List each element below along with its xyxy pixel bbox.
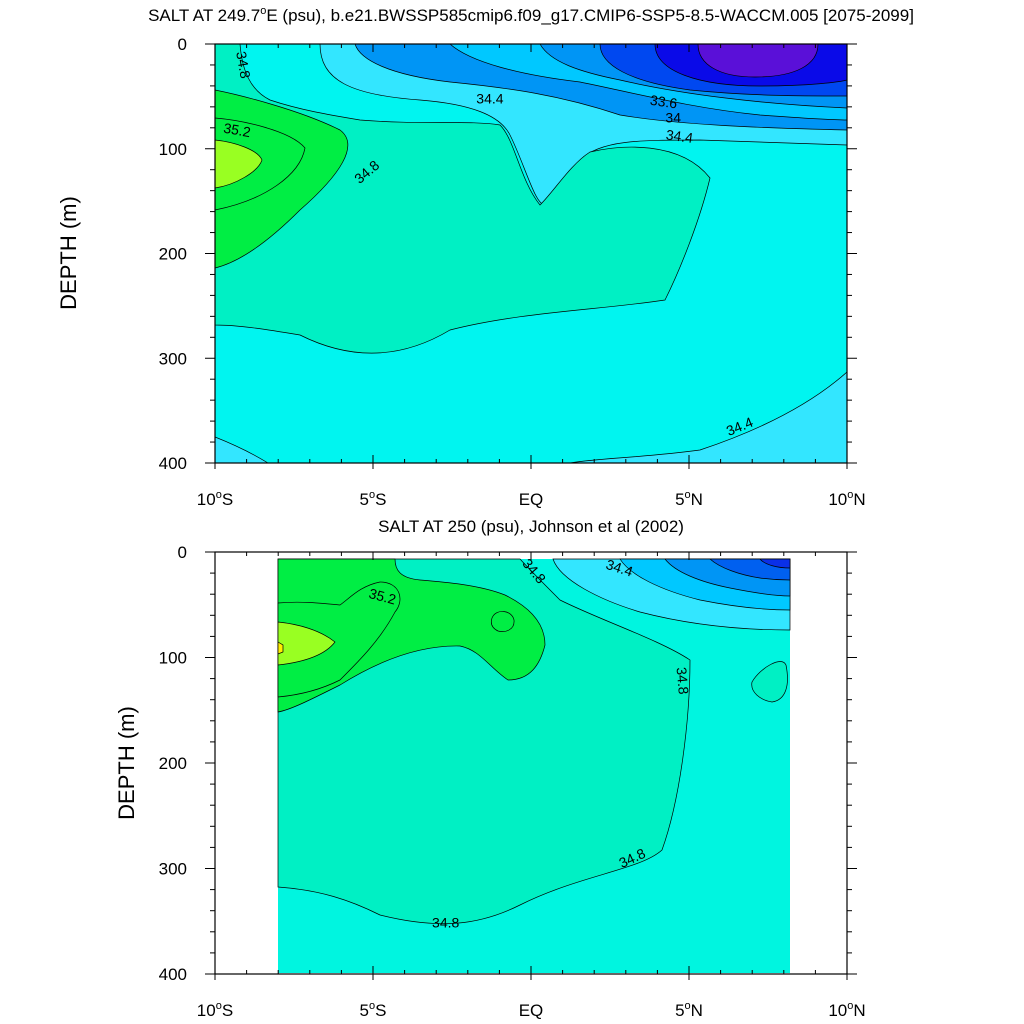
y-tick-label: 0	[178, 35, 187, 54]
contour-label: 34	[665, 109, 681, 125]
y-tick-label: 300	[159, 860, 187, 879]
contour-label: 34.8	[233, 50, 254, 80]
panel-2: SALT AT 250 (psu), Johnson et al (2002)	[114, 517, 866, 1020]
panel-1: SALT AT 249.7oE (psu), b.e21.BWSSP585cmi…	[56, 5, 914, 509]
x-tick-label: 5oS	[360, 1000, 387, 1020]
y-tick-label: 400	[159, 965, 187, 984]
contour-fill-35-2-blob	[490, 611, 515, 632]
panel-2-ticks: 10oS 5oS EQ 5oN 10oN 0 100 200 300 400	[159, 543, 866, 1020]
y-tick-label: 400	[159, 454, 187, 473]
x-tick-label: 10oS	[197, 489, 233, 509]
contour-label: 35.2	[222, 120, 252, 141]
contour-label: 33.6	[649, 92, 678, 112]
x-tick-label: 10oS	[197, 1000, 233, 1020]
contour-fill-33-4	[697, 44, 819, 78]
x-tick-label: 5oS	[360, 489, 387, 509]
contour-label: 35.2	[367, 585, 398, 608]
y-tick-label: 0	[178, 543, 187, 562]
x-tick-label: 5oN	[675, 489, 703, 509]
contour-fill-35-4-p2	[277, 621, 336, 666]
panel-2-plot-area	[277, 558, 791, 973]
contour-fill-34-4-corner	[215, 436, 269, 463]
x-tick-label: EQ	[519, 1001, 544, 1020]
panel-2-ylabel: DEPTH (m)	[114, 706, 139, 820]
contour-fill-34-8	[215, 44, 711, 354]
contour-label: 34.8	[674, 666, 692, 695]
contour-label: 34.8	[432, 914, 459, 930]
y-tick-label: 100	[159, 140, 187, 159]
contour-fill-35-4	[215, 139, 263, 189]
contour-label: 34.4	[476, 90, 503, 106]
panel-1-ticks: 10oS 5oS EQ 5oN 10oN 0 100 200 300 400	[159, 35, 866, 509]
panel-1-title: SALT AT 249.7oE (psu), b.e21.BWSSP585cmi…	[148, 5, 914, 25]
y-tick-label: 200	[159, 754, 187, 773]
x-tick-label: EQ	[519, 490, 544, 509]
panel-1-plot-area	[215, 44, 847, 463]
contour-label: 34.4	[665, 126, 694, 146]
contour-fill-35-6-p2	[277, 641, 284, 655]
contour-fill-34-4-bottom	[569, 371, 847, 463]
y-tick-label: 300	[159, 349, 187, 368]
contour-fill-33-6-p2	[759, 558, 791, 569]
panel-1-ylabel: DEPTH (m)	[56, 196, 81, 310]
panel-2-title: SALT AT 250 (psu), Johnson et al (2002)	[378, 517, 684, 536]
x-tick-label: 10oN	[828, 489, 865, 509]
x-tick-label: 10oN	[828, 1000, 865, 1020]
contour-fill-35-2-p2	[277, 581, 401, 698]
x-tick-label: 5oN	[675, 1000, 703, 1020]
y-tick-label: 200	[159, 245, 187, 264]
contour-fill-34-8-patch	[751, 661, 788, 703]
y-tick-label: 100	[159, 649, 187, 668]
